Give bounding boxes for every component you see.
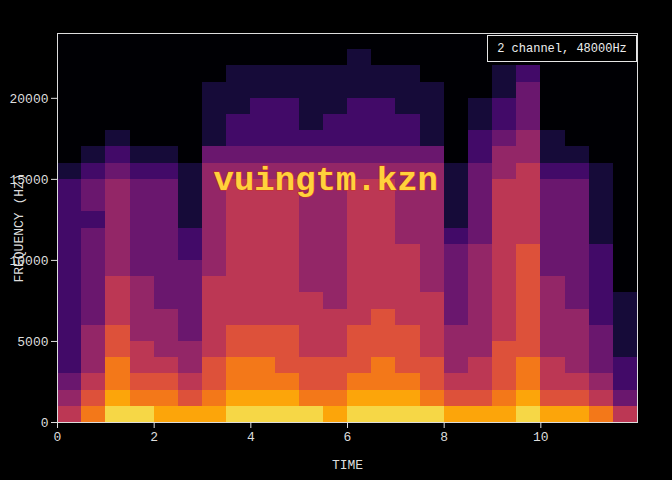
- svg-text:8: 8: [440, 430, 448, 445]
- svg-text:10: 10: [533, 430, 549, 445]
- svg-text:0: 0: [41, 416, 49, 431]
- svg-text:2: 2: [150, 430, 158, 445]
- svg-text:5000: 5000: [17, 335, 48, 350]
- svg-text:TIME: TIME: [332, 458, 363, 473]
- svg-text:vuingtm.kzn: vuingtm.kzn: [214, 162, 438, 200]
- svg-text:15000: 15000: [9, 172, 49, 188]
- svg-text:FREQUENCY (HZ): FREQUENCY (HZ): [12, 173, 27, 282]
- svg-text:6: 6: [344, 430, 352, 445]
- svg-text:4: 4: [247, 430, 255, 445]
- svg-text:20000: 20000: [9, 91, 48, 106]
- svg-text:10000: 10000: [9, 253, 49, 269]
- svg-text:0: 0: [54, 430, 62, 445]
- html-text:2 channel, 48000Hz: 2 channel, 48000Hz: [497, 41, 627, 56]
